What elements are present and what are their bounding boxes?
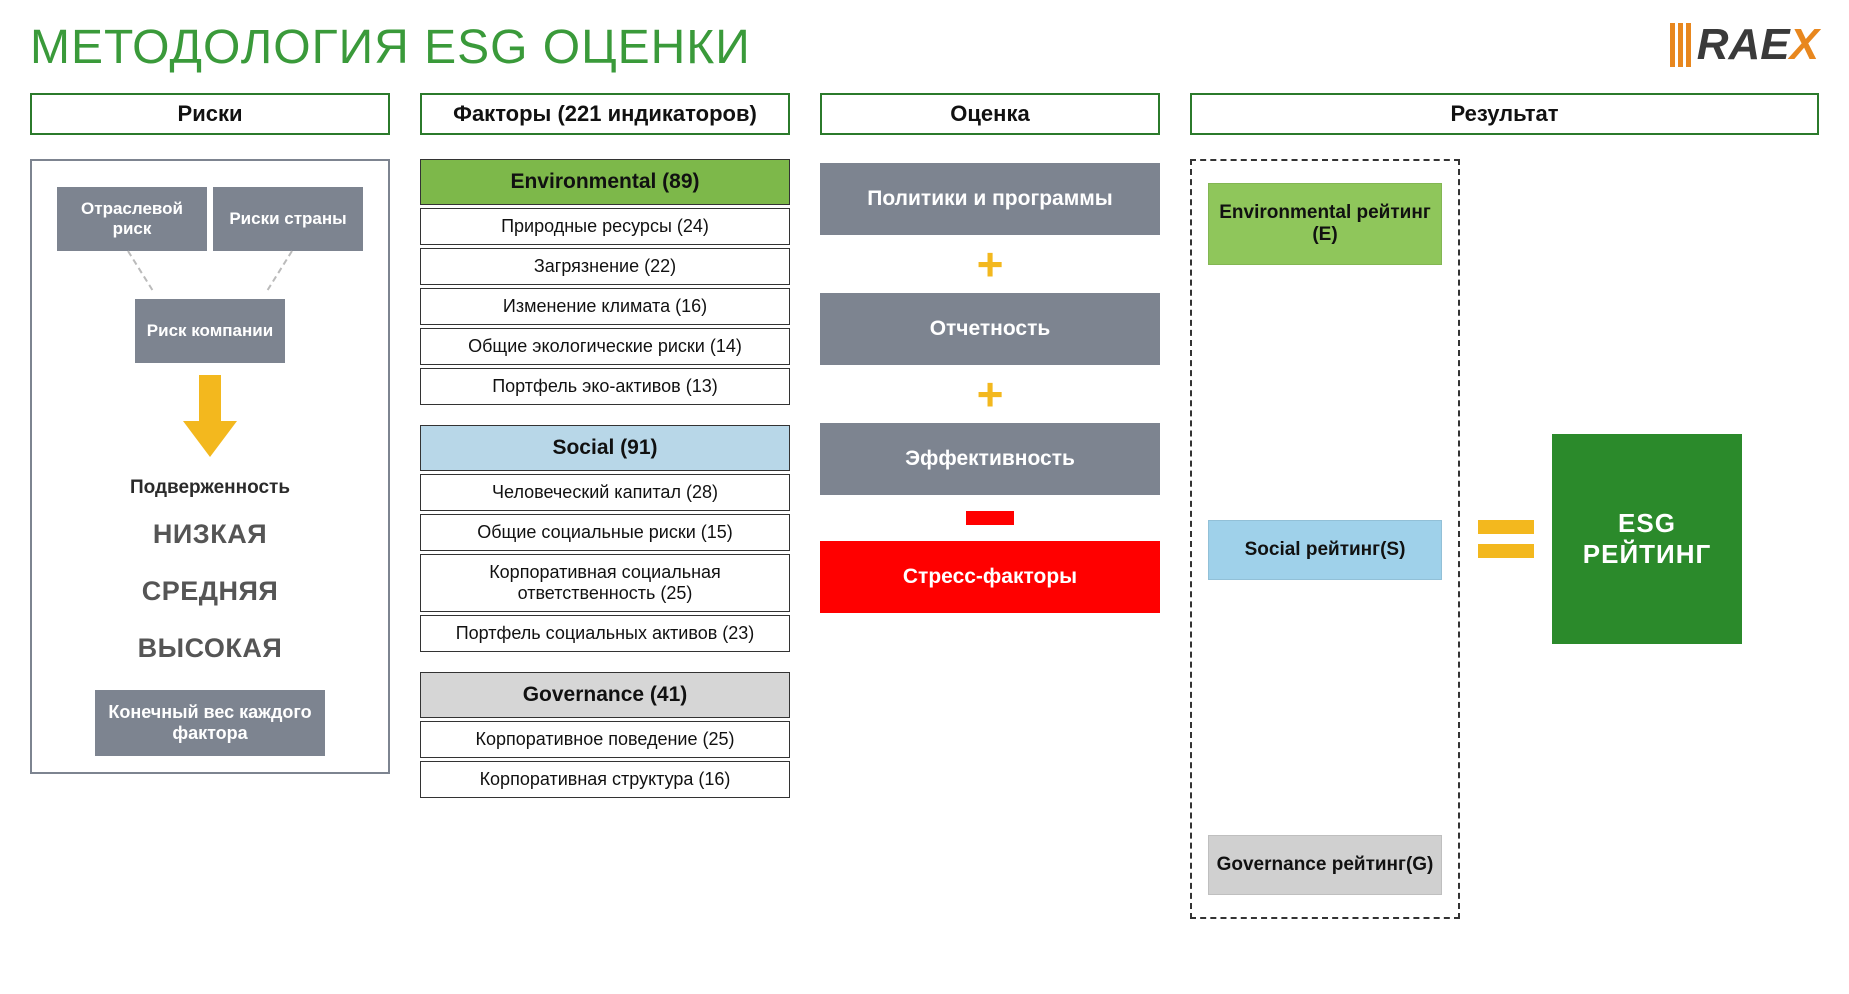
col-header-risks: Риски xyxy=(30,93,390,135)
eval-body: Политики и программы + Отчетность + Эффе… xyxy=(820,159,1160,613)
column-factors: Факторы (221 индикаторов) Environmental … xyxy=(420,93,790,919)
column-risks: Риски Отраслевой риск Риски страны Риск … xyxy=(30,93,390,919)
factor-item: Изменение климата (16) xyxy=(420,288,790,325)
result-g-box: Governance рейтинг(G) xyxy=(1208,835,1442,895)
column-result: Результат Environmental рейтинг (E) Soci… xyxy=(1190,93,1819,919)
factor-head-soc: Social (91) xyxy=(420,425,790,471)
risk-industry-box: Отраслевой риск xyxy=(57,187,207,251)
factor-item: Портфель социальных активов (23) xyxy=(420,615,790,652)
factor-item: Портфель эко-активов (13) xyxy=(420,368,790,405)
col-header-eval: Оценка xyxy=(820,93,1160,135)
factor-item: Корпоративная социальная ответственность… xyxy=(420,554,790,612)
risk-top-row: Отраслевой риск Риски страны xyxy=(57,187,363,251)
risk-country-box: Риски страны xyxy=(213,187,363,251)
factor-head-env: Environmental (89) xyxy=(420,159,790,205)
plus-icon: + xyxy=(977,241,1004,287)
page-title: МЕТОДОЛОГИЯ ESG ОЦЕНКИ xyxy=(30,20,751,75)
logo-text: RAEX xyxy=(1697,20,1819,70)
exposure-label: Подверженность xyxy=(130,477,290,499)
factor-item: Человеческий капитал (28) xyxy=(420,474,790,511)
raex-logo: RAEX xyxy=(1670,20,1819,70)
eval-policies-box: Политики и программы xyxy=(820,163,1160,235)
risks-body: Отраслевой риск Риски страны Риск компан… xyxy=(30,159,390,774)
equals-icon xyxy=(1478,159,1534,919)
column-evaluation: Оценка Политики и программы + Отчетность… xyxy=(820,93,1160,919)
result-body: Environmental рейтинг (E) Social рейтинг… xyxy=(1190,159,1819,919)
factor-item: Общие социальные риски (15) xyxy=(420,514,790,551)
risk-level-medium: СРЕДНЯЯ xyxy=(142,576,279,607)
factor-item: Общие экологические риски (14) xyxy=(420,328,790,365)
col-header-result: Результат xyxy=(1190,93,1819,135)
result-s-box: Social рейтинг(S) xyxy=(1208,520,1442,580)
factor-group-env: Environmental (89) Природные ресурсы (24… xyxy=(420,159,790,405)
factor-item: Загрязнение (22) xyxy=(420,248,790,285)
risk-level-low: НИЗКАЯ xyxy=(153,519,267,550)
risk-company-box: Риск компании xyxy=(135,299,285,363)
eval-stress-box: Стресс-факторы xyxy=(820,541,1160,613)
result-dashed-group: Environmental рейтинг (E) Social рейтинг… xyxy=(1190,159,1460,919)
factor-group-gov: Governance (41) Корпоративное поведение … xyxy=(420,672,790,798)
factor-item: Корпоративная структура (16) xyxy=(420,761,790,798)
factor-item: Природные ресурсы (24) xyxy=(420,208,790,245)
result-e-box: Environmental рейтинг (E) xyxy=(1208,183,1442,265)
plus-icon: + xyxy=(977,371,1004,417)
col-header-factors: Факторы (221 индикаторов) xyxy=(420,93,790,135)
logo-bars-icon xyxy=(1670,23,1691,67)
risk-level-high: ВЫСОКАЯ xyxy=(138,633,283,664)
risk-footer-box: Конечный вес каждого фактора xyxy=(95,690,325,756)
factor-group-soc: Social (91) Человеческий капитал (28) Об… xyxy=(420,425,790,652)
eval-efficiency-box: Эффективность xyxy=(820,423,1160,495)
minus-icon xyxy=(966,511,1014,525)
arrow-down-icon xyxy=(175,375,245,463)
eval-reporting-box: Отчетность xyxy=(820,293,1160,365)
factor-head-gov: Governance (41) xyxy=(420,672,790,718)
esg-final-box: ESG РЕЙТИНГ xyxy=(1552,434,1742,644)
factor-item: Корпоративное поведение (25) xyxy=(420,721,790,758)
